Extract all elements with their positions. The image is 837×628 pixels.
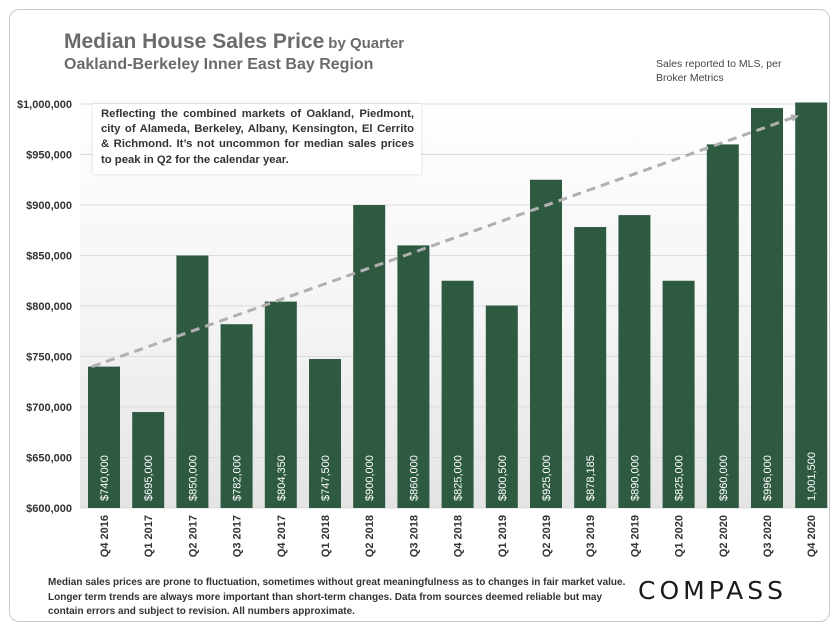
bar-value-label: $996,000 bbox=[762, 455, 774, 501]
footer-disclaimer: Median sales prices are prone to fluctua… bbox=[48, 577, 626, 617]
bar-value-label: $782,000 bbox=[232, 455, 244, 501]
x-tick-label: Q3 2017 bbox=[232, 515, 244, 557]
bar-value-label: $890,000 bbox=[629, 455, 641, 501]
bar-value-label: $925,000 bbox=[541, 455, 553, 501]
bar-value-label: $878,185 bbox=[585, 455, 597, 501]
x-tick-label: Q1 2020 bbox=[674, 515, 686, 557]
bar bbox=[264, 301, 297, 508]
source-note: Sales reported to MLS, per Broker Metric… bbox=[656, 58, 782, 84]
x-tick-label: Q2 2020 bbox=[718, 515, 730, 557]
bar bbox=[706, 144, 739, 508]
y-tick-label: $950,000 bbox=[26, 150, 72, 162]
bar bbox=[220, 324, 253, 508]
title-text: Median House Sales Price bbox=[64, 30, 325, 53]
x-tick-label: Q4 2017 bbox=[276, 515, 288, 557]
bar-value-label: $695,000 bbox=[143, 455, 155, 501]
x-tick-label: Q1 2019 bbox=[497, 515, 509, 557]
trend-arrow bbox=[91, 114, 800, 369]
y-axis: $600,000 $650,000 $700,000 $750,000 $800,000… bbox=[17, 99, 72, 515]
bar-value-label: $825,000 bbox=[674, 455, 686, 501]
y-tick-label: $1,000,000 bbox=[17, 99, 72, 111]
bar-value-label: $860,000 bbox=[408, 455, 420, 501]
bar-value-label: $960,000 bbox=[718, 455, 730, 501]
y-tick-label: $700,000 bbox=[26, 402, 72, 414]
trendline bbox=[91, 114, 800, 369]
x-tick-label: Q4 2019 bbox=[629, 515, 641, 557]
bar-value-label: $740,000 bbox=[99, 455, 111, 501]
compass-logo: COMPASS bbox=[638, 576, 788, 605]
bar-value-label: $900,000 bbox=[364, 455, 376, 501]
x-tick-label: Q1 2018 bbox=[320, 515, 332, 557]
bar bbox=[574, 227, 607, 509]
x-tick-label: Q4 2016 bbox=[99, 515, 111, 557]
bar bbox=[441, 280, 474, 508]
bar bbox=[485, 305, 518, 508]
bar bbox=[795, 102, 828, 509]
bar bbox=[530, 179, 562, 508]
y-tick-label: $900,000 bbox=[26, 200, 72, 212]
y-tick-label: $800,000 bbox=[26, 301, 72, 313]
y-tick-label: $850,000 bbox=[26, 251, 72, 263]
x-tick-label: Q4 2018 bbox=[453, 515, 465, 557]
x-tick-label: Q1 2017 bbox=[143, 515, 155, 557]
bar bbox=[751, 108, 783, 508]
y-tick-label: $750,000 bbox=[26, 352, 72, 364]
chart-title: Median House Sales Price by Quarter bbox=[64, 30, 404, 54]
x-tick-label: Q2 2018 bbox=[364, 515, 376, 557]
bar bbox=[309, 359, 341, 508]
bar-value-label: $850,000 bbox=[187, 455, 199, 501]
bar bbox=[662, 280, 695, 508]
bars: $740,000 $695,000 $850,000 $782,000 $804,350… bbox=[88, 102, 828, 509]
bar bbox=[176, 255, 209, 508]
bar-value-label: $800,500 bbox=[497, 455, 509, 501]
chart-subtitle: Oakland-Berkeley Inner East Bay Region bbox=[64, 56, 374, 73]
bar-value-label: $825,000 bbox=[453, 455, 465, 501]
x-tick-label: Q2 2019 bbox=[541, 515, 553, 557]
bar bbox=[618, 215, 651, 508]
y-tick-label: $600,000 bbox=[26, 503, 72, 515]
bar-value-label: 1,001,500 bbox=[806, 452, 818, 501]
x-tick-label: Q3 2020 bbox=[762, 515, 774, 557]
bar bbox=[132, 412, 165, 508]
x-tick-label: Q3 2019 bbox=[585, 515, 597, 557]
annotation-box: Reflecting the combined markets of Oakla… bbox=[93, 104, 421, 174]
x-tick-label: Q3 2018 bbox=[408, 515, 420, 557]
x-tick-label: Q2 2017 bbox=[187, 515, 199, 557]
title-suffix: by Quarter bbox=[328, 35, 405, 52]
bar bbox=[397, 245, 430, 508]
x-tick-label: Q4 2020 bbox=[806, 515, 818, 557]
bar-value-label: $804,350 bbox=[276, 455, 288, 501]
bar bbox=[353, 205, 386, 508]
x-axis: Q4 2016 Q1 2017 Q2 2017 Q3 2017 Q4 2017 Q1 20… bbox=[99, 515, 818, 557]
bar-value-label: $747,500 bbox=[320, 455, 332, 501]
y-tick-label: $650,000 bbox=[26, 453, 72, 465]
bar bbox=[88, 366, 120, 508]
